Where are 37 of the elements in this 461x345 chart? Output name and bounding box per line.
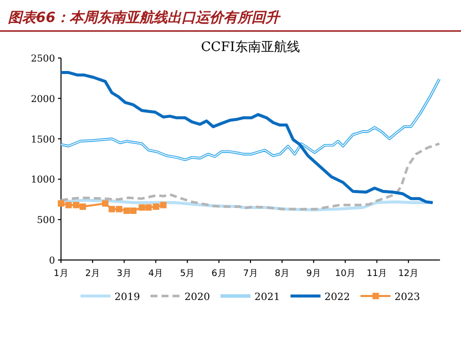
x-tick-label: 12月 — [398, 269, 419, 279]
legend-label: 2022 — [324, 292, 350, 303]
point — [138, 204, 146, 211]
x-tick-label: 8月 — [274, 269, 290, 279]
point — [160, 202, 167, 208]
x-tick-label: 11月 — [366, 269, 388, 279]
chart-subtitle: CCFI东南亚航线 — [200, 40, 300, 55]
point — [102, 200, 108, 207]
y-tick-label: 1000 — [30, 174, 55, 186]
x-tick-label: 5月 — [180, 269, 195, 279]
point — [108, 206, 116, 212]
point — [152, 203, 160, 210]
point — [58, 200, 64, 207]
x-tick-label: 4月 — [148, 269, 164, 279]
x-tick-label: 2月 — [85, 269, 100, 279]
chart-title: 图表66：本周东南亚航线出口运价有所回升 — [8, 9, 282, 26]
point — [123, 208, 130, 214]
y-tick-label: 0 — [48, 256, 55, 266]
y-tick-label: 2000 — [30, 94, 55, 105]
point — [65, 202, 72, 208]
legend-label: 2019 — [114, 292, 140, 303]
point — [116, 206, 122, 212]
point — [72, 202, 80, 208]
x-tick-label: 6月 — [212, 269, 226, 279]
legend-label: 2023 — [394, 292, 420, 303]
legend-label: 2020 — [184, 292, 210, 303]
y-tick-label: 500 — [36, 215, 55, 226]
y-tick-label: 1500 — [30, 134, 55, 146]
point — [130, 208, 137, 214]
y-tick-label: 2500 — [30, 54, 55, 64]
x-tick-label: 7月 — [243, 269, 258, 279]
x-tick-label: 3月 — [116, 269, 132, 279]
x-tick-label: 9月 — [306, 269, 322, 279]
x-tick-label: 10月 — [335, 269, 356, 279]
legend-label: 2021 — [254, 292, 280, 303]
point — [80, 203, 86, 210]
x-tick-label: 1月 — [54, 269, 68, 279]
